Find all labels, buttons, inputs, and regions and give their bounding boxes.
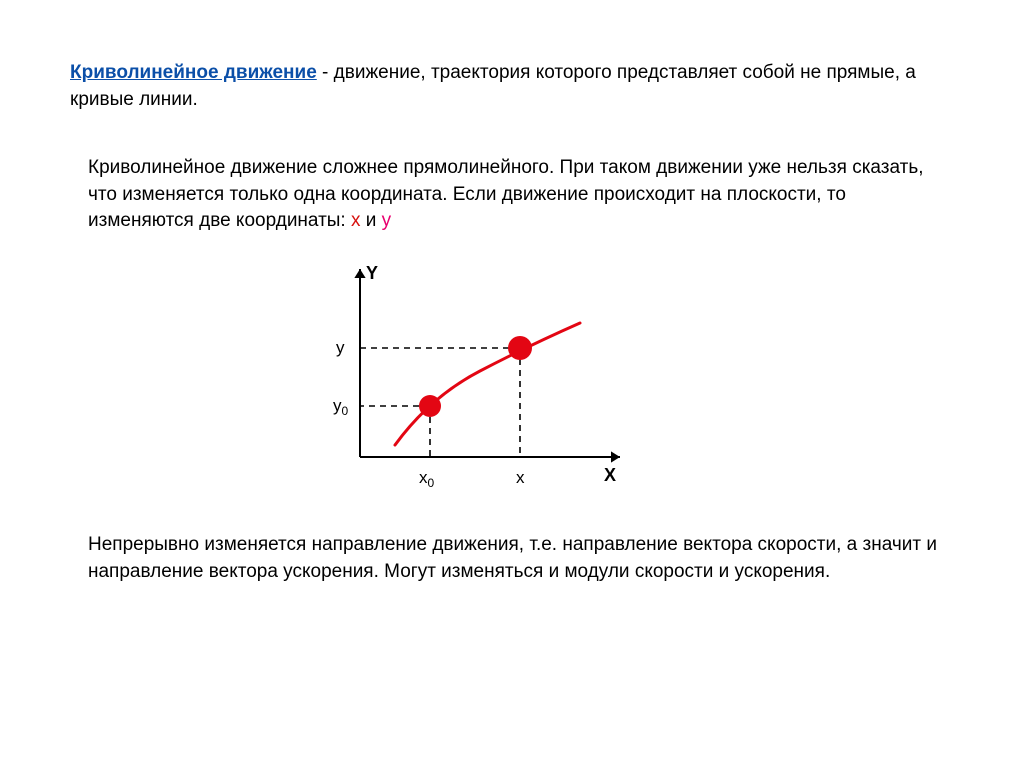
coord-x: х xyxy=(351,210,361,231)
conclusion-paragraph: Непрерывно изменяется направление движен… xyxy=(70,532,954,585)
explanation-paragraph: Криволинейное движение сложнее прямолине… xyxy=(70,155,954,235)
svg-text:X: X xyxy=(604,465,616,485)
svg-text:Y: Y xyxy=(366,263,378,283)
svg-text:х0: х0 xyxy=(419,468,435,490)
definition-paragraph: Криволинейное движение - движение, траек… xyxy=(70,60,954,113)
svg-text:у: у xyxy=(336,338,345,357)
curvilinear-chart: Yу у0 х0 х X xyxy=(300,257,630,497)
svg-text:х: х xyxy=(516,468,525,487)
coord-y: у xyxy=(382,210,392,231)
chart-container: Yу у0 х0 х X xyxy=(300,257,954,502)
explanation-text: Криволинейное движение сложнее прямолине… xyxy=(88,157,924,231)
term: Криволинейное движение xyxy=(70,62,317,83)
and-word: и xyxy=(361,210,382,231)
svg-text:у0: у0 xyxy=(333,396,349,418)
